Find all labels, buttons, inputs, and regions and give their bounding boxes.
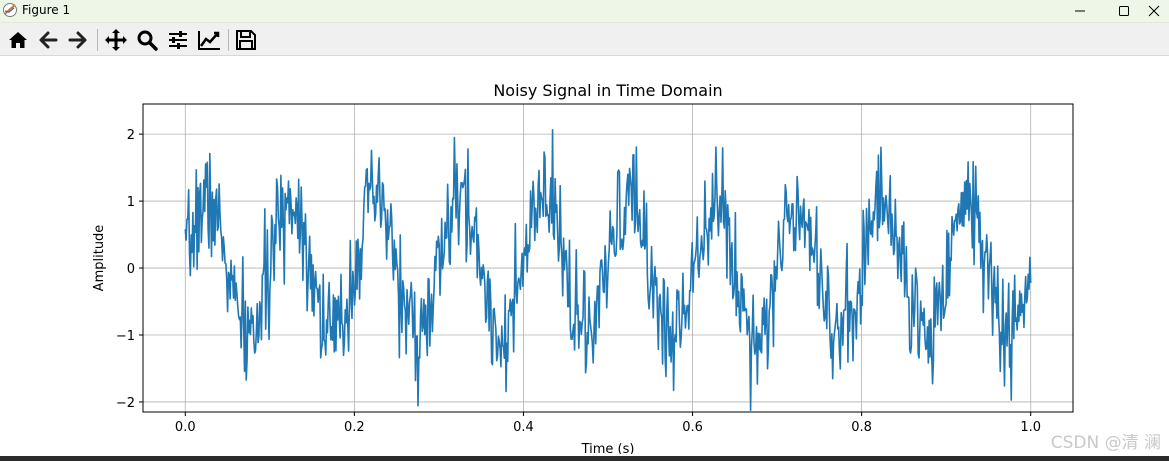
x-tick-label: 0.0 (175, 420, 196, 435)
zoom-icon (137, 30, 158, 51)
back-button[interactable] (35, 27, 61, 53)
forward-arrow-icon (68, 31, 87, 49)
y-axis-label: Amplitude (92, 225, 107, 292)
signal-line (184, 128, 1032, 411)
toolbar-separator (228, 29, 229, 51)
home-button[interactable] (5, 27, 31, 53)
window-title: Figure 1 (22, 3, 71, 17)
edit-axis-button[interactable] (196, 27, 222, 53)
x-tick-label: 0.6 (682, 420, 703, 435)
subplots-config-icon (169, 31, 187, 49)
y-tick-label: −2 (116, 396, 135, 411)
y-tick-label: −1 (116, 329, 135, 344)
x-tick-label: 0.8 (851, 420, 872, 435)
subplots-button[interactable] (165, 27, 191, 53)
maximize-icon (1119, 6, 1129, 16)
maximize-button[interactable] (1101, 0, 1147, 22)
minimize-button[interactable] (1057, 0, 1103, 22)
save-button[interactable] (233, 27, 259, 53)
plot-area-frame (142, 103, 1074, 413)
close-icon (1148, 5, 1160, 17)
y-tick-label: 2 (127, 128, 135, 143)
home-icon (9, 32, 27, 48)
save-icon (236, 30, 256, 50)
edit-axis-icon (198, 31, 220, 50)
minimize-icon (1075, 10, 1085, 12)
navigation-toolbar (0, 23, 1169, 56)
x-tick-label: 1.0 (1020, 420, 1041, 435)
window-titlebar: Figure 1 (0, 0, 1169, 23)
x-axis-label: Time (s) (581, 442, 635, 454)
forward-button[interactable] (65, 27, 91, 53)
line-chart: 0.0 0.2 0.4 0.6 0.8 1.0 −2 −1 0 1 2 Noisy Signal … (92, 81, 1074, 457)
y-tick-label: 1 (127, 195, 135, 210)
back-arrow-icon (39, 31, 58, 49)
app-icon (3, 3, 17, 17)
toolbar-separator (97, 29, 98, 51)
watermark-text: CSDN @清 澜 (1050, 433, 1161, 453)
y-tick-label: 0 (127, 262, 135, 277)
zoom-button[interactable] (134, 27, 160, 53)
y-axis-ticks: −2 −1 0 1 2 (116, 128, 143, 411)
chart-title: Noisy Signal in Time Domain (493, 81, 722, 100)
taskbar-strip (0, 456, 1169, 461)
x-axis-ticks: 0.0 0.2 0.4 0.6 0.8 1.0 (175, 412, 1041, 435)
figure-canvas: 0.0 0.2 0.4 0.6 0.8 1.0 −2 −1 0 1 2 Noisy Signal … (0, 56, 1169, 457)
close-button[interactable] (1139, 0, 1169, 22)
x-tick-label: 0.4 (513, 420, 534, 435)
x-tick-label: 0.2 (344, 420, 365, 435)
pan-icon (105, 29, 127, 51)
pan-button[interactable] (103, 27, 129, 53)
